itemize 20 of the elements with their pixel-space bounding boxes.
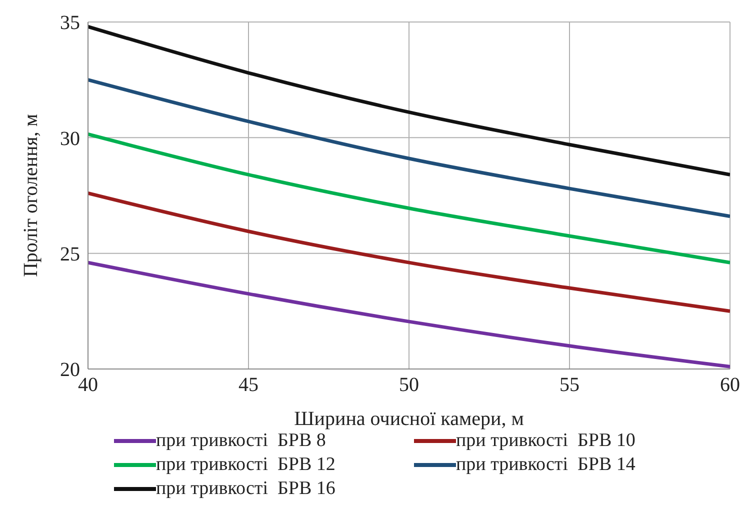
legend-label: при тривкості БРВ 12 bbox=[156, 453, 336, 477]
y-tick-label: 35 bbox=[60, 12, 80, 34]
line-series bbox=[88, 191, 730, 313]
x-tick-label: 55 bbox=[560, 374, 580, 396]
x-tick-label: 60 bbox=[720, 374, 740, 396]
y-tick-label: 20 bbox=[60, 359, 80, 382]
x-tick-label: 50 bbox=[399, 374, 419, 396]
line-series bbox=[88, 132, 730, 264]
legend-label: при тривкості БРВ 10 bbox=[456, 430, 636, 453]
line-series bbox=[88, 78, 730, 218]
x-axis-title: Ширина очисної камери, м bbox=[294, 408, 524, 430]
legend-label: при тривкості БРВ 14 bbox=[456, 453, 636, 477]
x-tick-label: 40 bbox=[78, 374, 98, 396]
y-tick-label: 30 bbox=[60, 128, 80, 150]
x-tick-label: 45 bbox=[238, 374, 258, 396]
legend-label: при тривкості БРВ 8 bbox=[156, 430, 326, 453]
legend-label: при тривкості БРВ 16 bbox=[156, 477, 336, 501]
y-axis-title: Проліт оголення, м bbox=[20, 114, 42, 278]
y-tick-label: 25 bbox=[60, 243, 80, 266]
line-series bbox=[88, 24, 730, 176]
